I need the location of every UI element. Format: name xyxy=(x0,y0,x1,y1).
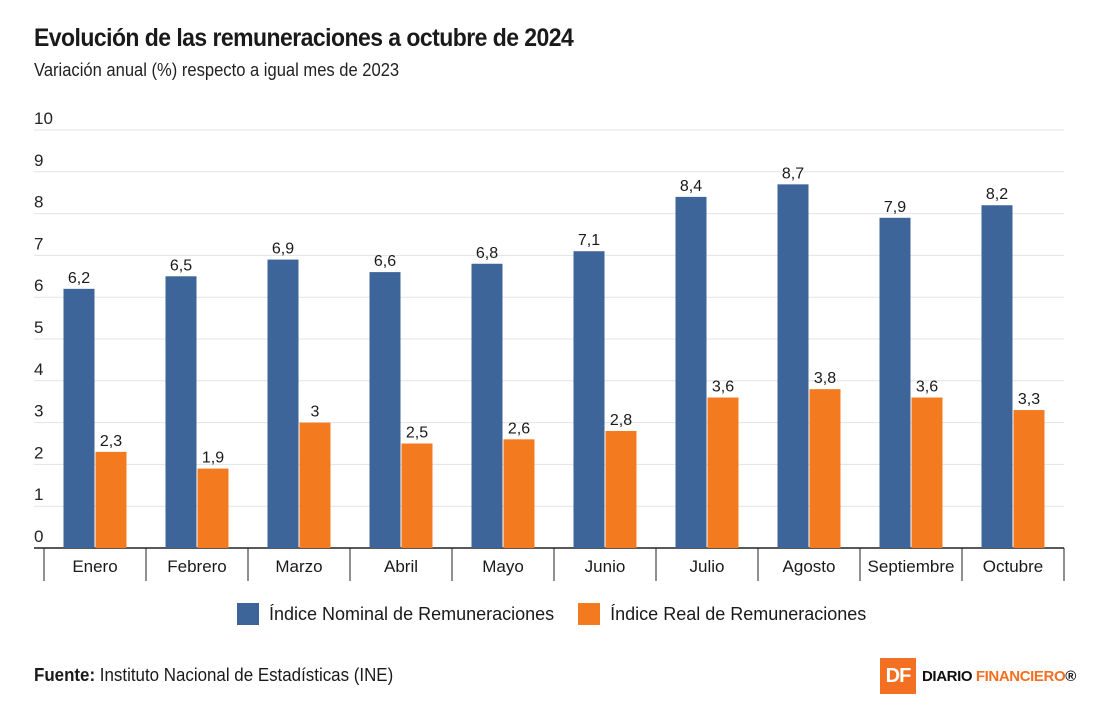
data-label-nominal: 8,7 xyxy=(782,165,804,182)
legend-swatch-real xyxy=(578,603,601,625)
bar-nominal xyxy=(879,217,911,548)
source-label: Fuente: xyxy=(34,665,96,685)
data-label-nominal: 6,9 xyxy=(272,241,294,258)
bar-nominal xyxy=(573,251,605,548)
bar-nominal xyxy=(267,259,299,548)
legend-swatch-nominal xyxy=(237,603,259,625)
data-label-nominal: 8,2 xyxy=(986,186,1008,203)
y-tick-label: 9 xyxy=(34,151,43,170)
x-tick-label: Junio xyxy=(585,557,626,576)
bar-nominal xyxy=(777,184,809,548)
legend-item-real: Índice Real de Remuneraciones xyxy=(578,603,866,625)
chart-title: Evolución de las remuneraciones a octubr… xyxy=(34,24,574,52)
x-tick-label: Abril xyxy=(384,557,418,576)
y-tick-label: 10 xyxy=(34,109,53,128)
legend-label-nominal: Índice Nominal de Remuneraciones xyxy=(269,603,555,624)
y-tick-label: 6 xyxy=(34,276,43,295)
bar-nominal xyxy=(675,196,707,548)
data-label-nominal: 7,1 xyxy=(578,232,600,249)
logo-word-diario: DIARIO xyxy=(922,667,976,685)
data-label-nominal: 6,6 xyxy=(374,253,396,270)
logo-word-financiero: FINANCIERO xyxy=(975,667,1066,685)
y-tick-label: 8 xyxy=(34,193,43,212)
data-label-real: 3,6 xyxy=(712,379,734,396)
source-note: Fuente: Instituto Nacional de Estadístic… xyxy=(34,665,393,686)
bar-real xyxy=(1013,410,1045,548)
data-label-real: 3,6 xyxy=(916,379,938,396)
bar-real xyxy=(809,389,841,548)
x-tick-label: Marzo xyxy=(275,557,322,576)
data-label-real: 3,8 xyxy=(814,370,836,387)
bar-nominal xyxy=(471,263,503,548)
chart-legend: Índice Nominal de Remuneraciones Índice … xyxy=(237,601,890,627)
data-label-real: 3 xyxy=(311,404,320,421)
data-label-real: 2,5 xyxy=(406,425,428,442)
bar-real xyxy=(299,422,331,548)
bar-real xyxy=(707,397,739,548)
chart-subtitle: Variación anual (%) respecto a igual mes… xyxy=(34,60,400,80)
y-tick-label: 4 xyxy=(34,360,43,379)
bar-real xyxy=(605,430,637,548)
bar-nominal xyxy=(63,288,95,548)
x-tick-label: Mayo xyxy=(482,557,524,576)
x-tick-label: Febrero xyxy=(167,557,227,576)
bar-real xyxy=(197,468,229,548)
x-tick-label: Agosto xyxy=(783,557,836,576)
bar-real xyxy=(911,397,943,548)
bar-real xyxy=(503,439,535,548)
logo-mark: DF xyxy=(880,658,916,694)
bar-chart: 0 1 2 3 4 5 6 7 8 9 10 6,2 2,3 Enero 6,5 1,9 Febrero 6,9 3… xyxy=(34,109,1065,581)
data-label-real: 2,6 xyxy=(508,420,530,437)
x-tick-label: Enero xyxy=(72,557,117,576)
bar-nominal xyxy=(981,205,1013,549)
legend-label-real: Índice Real de Remuneraciones xyxy=(610,603,867,624)
source-text: Instituto Nacional de Estadísticas (INE) xyxy=(95,665,394,685)
x-tick-label: Octubre xyxy=(983,557,1043,576)
y-tick-label: 5 xyxy=(34,318,43,337)
data-label-nominal: 7,9 xyxy=(884,199,906,216)
x-tick-label: Julio xyxy=(690,557,725,576)
y-tick-label: 7 xyxy=(34,234,43,253)
legend-item-nominal: Índice Nominal de Remuneraciones xyxy=(237,603,554,625)
bar-real xyxy=(401,443,433,548)
y-tick-label: 1 xyxy=(34,485,43,504)
data-label-real: 1,9 xyxy=(202,450,224,467)
y-tick-label: 2 xyxy=(34,443,43,462)
bar-nominal xyxy=(369,272,401,548)
x-tick-label: Septiembre xyxy=(868,557,955,576)
y-tick-label: 0 xyxy=(34,527,43,546)
data-label-nominal: 8,4 xyxy=(680,178,702,195)
y-tick-label: 3 xyxy=(34,402,43,421)
bar-nominal xyxy=(165,276,197,548)
logo-trademark: ® xyxy=(1065,667,1076,685)
data-label-nominal: 6,5 xyxy=(170,257,192,274)
data-label-real: 2,3 xyxy=(100,433,122,450)
logo-wordmark: DIARIO FINANCIERO® xyxy=(922,668,1076,685)
data-label-nominal: 6,2 xyxy=(68,270,90,287)
diario-financiero-logo: DF DIARIO FINANCIERO® xyxy=(880,658,1076,694)
data-label-real: 3,3 xyxy=(1018,391,1040,408)
data-label-real: 2,8 xyxy=(610,412,632,429)
data-label-nominal: 6,8 xyxy=(476,245,498,262)
bar-real xyxy=(95,451,127,548)
